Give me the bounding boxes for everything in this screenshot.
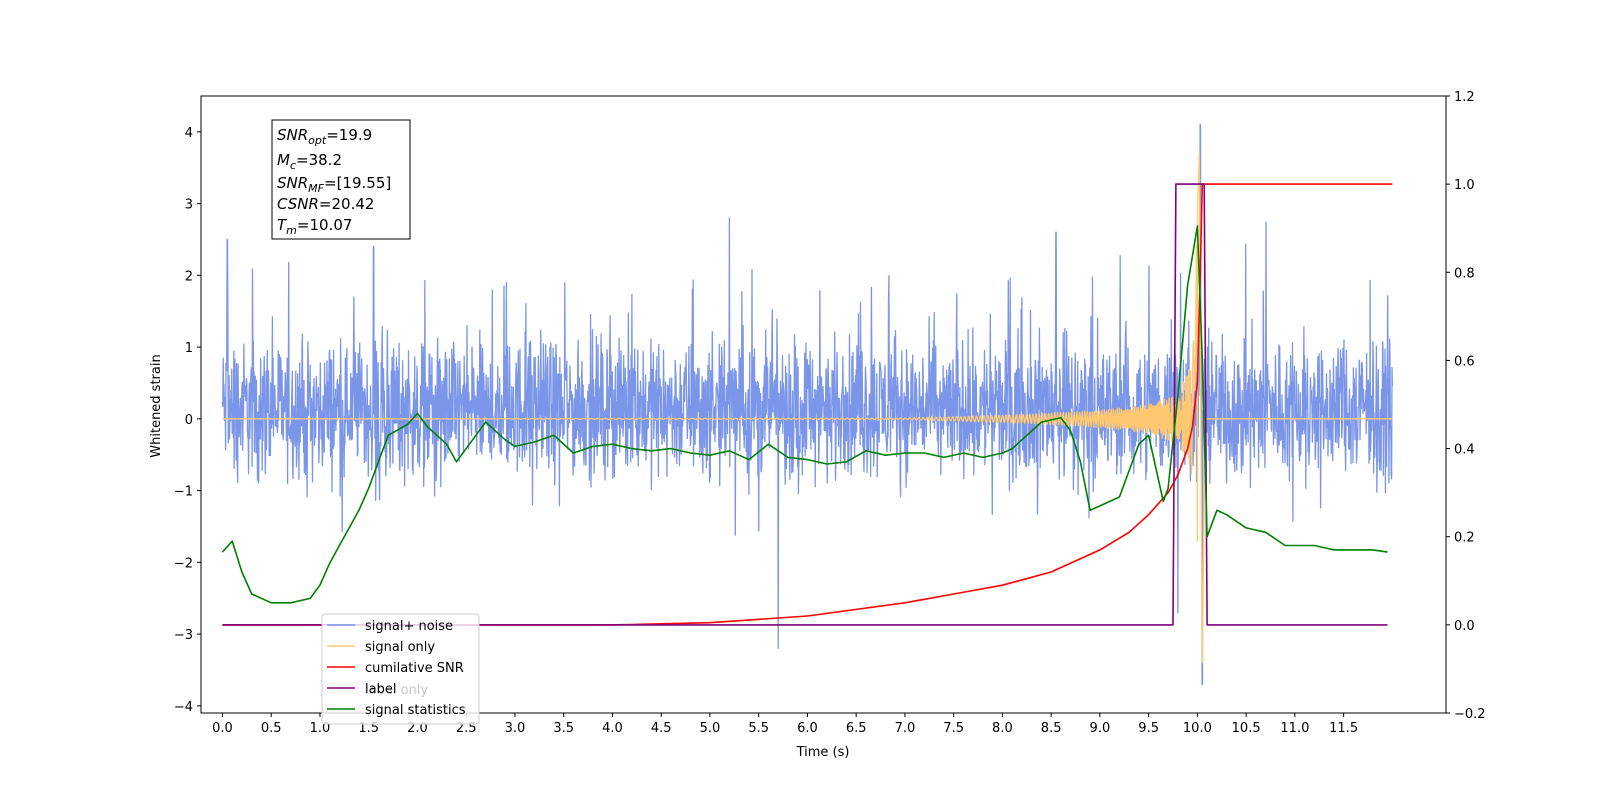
right-y-tick-label: 0.6: [1454, 354, 1475, 369]
left-y-axis-ticks: 4 3 2 1 0 −1 −2 −3 −4: [174, 126, 201, 715]
annotation-symbol: SNR: [277, 126, 308, 144]
annotation-symbol: M: [277, 151, 290, 169]
legend-entry-label: signal statistics: [365, 703, 466, 718]
right-y-tick-label: 0.2: [1454, 531, 1475, 546]
x-tick-label: 11.0: [1280, 721, 1309, 736]
x-tick-label: 6.0: [797, 721, 818, 736]
x-tick-label: 10.0: [1183, 721, 1212, 736]
right-y-tick-label: 1.2: [1454, 90, 1475, 105]
series-label-line: [222, 183, 1388, 626]
legend-frame: [321, 613, 480, 725]
annotation-value: =19.9: [326, 126, 372, 144]
x-tick-label: 4.5: [651, 721, 672, 736]
x-tick-label: 6.5: [846, 721, 867, 736]
left-y-tick-label: −2: [174, 556, 193, 571]
x-tick-label: 2.5: [456, 721, 477, 736]
annotation-frame: [271, 119, 411, 240]
x-tick-label: 5.5: [748, 721, 769, 736]
x-tick-label: 5.0: [700, 721, 721, 736]
x-tick-label: 3.0: [505, 721, 526, 736]
legend: label only signal+ noise signal only cumila…: [321, 613, 480, 725]
plot-area: [221, 124, 1394, 685]
x-tick-label: 7.5: [943, 721, 964, 736]
left-y-tick-label: −3: [174, 628, 193, 643]
x-tick-label: 11.5: [1329, 721, 1358, 736]
left-y-tick-label: 3: [185, 198, 193, 213]
right-y-tick-label: 1.0: [1454, 178, 1475, 193]
right-y-tick-label: 0.8: [1454, 266, 1475, 281]
legend-entry-label: signal+ noise: [365, 619, 453, 634]
x-tick-label: 9.5: [1138, 721, 1159, 736]
annotation-line: SNRMF=[19.55]: [277, 174, 391, 195]
left-y-tick-label: 1: [185, 341, 193, 356]
series-cumulative-snr-line: [222, 183, 1393, 626]
annotation-line: CSNR=20.42: [277, 195, 374, 213]
right-y-tick-label: 0.4: [1454, 443, 1475, 458]
x-tick-label: 8.5: [1041, 721, 1062, 736]
y-axis-label: Whitened strain: [149, 354, 164, 457]
left-y-tick-label: 0: [185, 413, 193, 428]
x-tick-label: 3.5: [553, 721, 574, 736]
annotation-line: Mc=38.2: [277, 151, 342, 172]
annotation-value: =10.07: [297, 216, 353, 234]
left-y-tick-label: −4: [174, 700, 193, 715]
x-tick-label: 1.5: [358, 721, 379, 736]
x-axis-label: Time (s): [796, 745, 850, 760]
annotation-subscript: MF: [308, 182, 324, 195]
x-tick-label: 0.5: [261, 721, 282, 736]
annotation-subscript: opt: [308, 134, 327, 147]
x-tick-label: 8.0: [992, 721, 1013, 736]
annotation-value: =[19.55]: [324, 174, 391, 192]
x-axis-ticks: 0.0 0.5 1.0 1.5 2.0 2.5 3.0 3.5 4.0 4.5 5.0 5.5 6.0 6…: [212, 713, 1358, 736]
x-tick-label: 9.0: [1090, 721, 1111, 736]
annotation-box: SNRopt=19.9Mc=38.2SNRMF=[19.55]CSNR=20.4…: [271, 119, 411, 240]
annotation-symbol: T: [277, 216, 288, 234]
annotation-subscript: m: [286, 224, 297, 237]
legend-entry-label: signal only: [365, 640, 435, 655]
x-tick-label: 2.0: [407, 721, 428, 736]
annotation-value: =38.2: [296, 151, 342, 169]
right-y-tick-label: −0.2: [1454, 707, 1486, 722]
annotation-value: =20.42: [319, 195, 375, 213]
left-y-tick-label: 4: [185, 126, 193, 141]
left-y-tick-label: 2: [185, 269, 193, 284]
annotation-symbol: SNR: [277, 174, 308, 192]
series-signal-only-line: [222, 152, 1393, 664]
series-signal-statistics-line: [221, 225, 1388, 604]
legend-hidden-text: label only: [365, 683, 428, 698]
left-y-tick-label: −1: [174, 485, 193, 500]
right-y-tick-label: 0.0: [1454, 619, 1475, 634]
x-tick-label: 4.0: [602, 721, 623, 736]
x-tick-label: 10.5: [1232, 721, 1261, 736]
annotation-line: SNRopt=19.9: [277, 126, 372, 147]
annotation-line: Tm=10.07: [277, 216, 352, 237]
x-tick-label: 0.0: [212, 721, 233, 736]
annotation-symbol: CSNR: [277, 195, 319, 213]
legend-entry-label: label: [365, 682, 396, 697]
annotation-subscript: c: [290, 159, 296, 172]
axes-frame: [200, 95, 1447, 714]
right-y-axis-ticks: 1.2 1.0 0.8 0.6 0.4 0.2 0.0 −0.2: [1446, 90, 1486, 722]
x-tick-label: 7.0: [895, 721, 916, 736]
legend-entry-label: cumilative SNR: [365, 661, 464, 676]
x-tick-label: 1.0: [310, 721, 331, 736]
